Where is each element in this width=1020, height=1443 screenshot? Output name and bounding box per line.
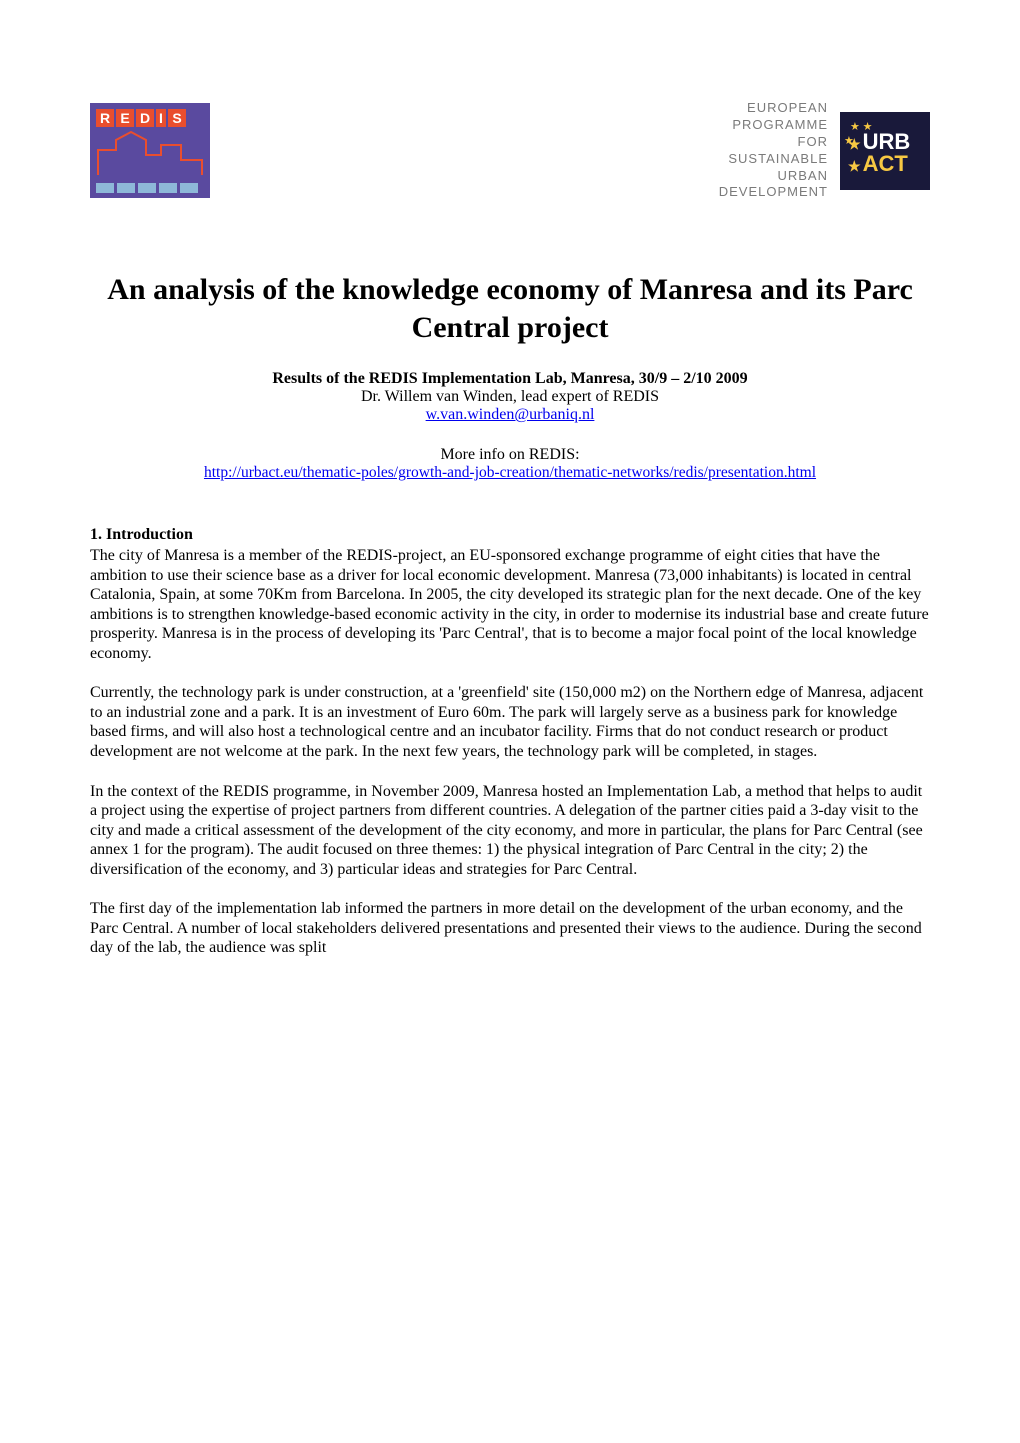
redis-logo-boxes (96, 183, 204, 193)
section-heading-1: 1. Introduction (90, 526, 930, 544)
urbact-logo-group: EUROPEAN PROGRAMME FOR SUSTAINABLE URBAN… (719, 100, 930, 201)
paragraph-2: Currently, the technology park is under … (90, 683, 930, 761)
redis-logo-letters: R E D I S (96, 109, 204, 127)
urbact-tagline: EUROPEAN PROGRAMME FOR SUSTAINABLE URBAN… (719, 100, 828, 201)
star-icon: ★ (844, 134, 854, 147)
redis-logo: R E D I S (90, 103, 210, 198)
redis-logo-skyline-icon (96, 130, 204, 180)
document-subtitle: Results of the REDIS Implementation Lab,… (90, 370, 930, 388)
paragraph-4: The first day of the implementation lab … (90, 899, 930, 958)
document-title: An analysis of the knowledge economy of … (90, 271, 930, 346)
more-info-link-line: http://urbact.eu/thematic-poles/growth-a… (90, 464, 930, 482)
urbact-badge: ★ ★ ★ ★URB ★ACT (840, 112, 930, 190)
document-page: R E D I S EUROPEAN PROGRA (0, 0, 1020, 1038)
author-byline: Dr. Willem van Winden, lead expert of RE… (90, 388, 930, 406)
header-logo-bar: R E D I S EUROPEAN PROGRA (90, 100, 930, 201)
author-email-link[interactable]: w.van.winden@urbaniq.nl (426, 406, 595, 423)
star-icon: ★ ★ (850, 120, 872, 133)
more-info-label: More info on REDIS: (90, 446, 930, 464)
paragraph-1: The city of Manresa is a member of the R… (90, 546, 930, 663)
paragraph-3: In the context of the REDIS programme, i… (90, 782, 930, 880)
more-info-link[interactable]: http://urbact.eu/thematic-poles/growth-a… (204, 464, 816, 481)
author-email: w.van.winden@urbaniq.nl (90, 406, 930, 424)
